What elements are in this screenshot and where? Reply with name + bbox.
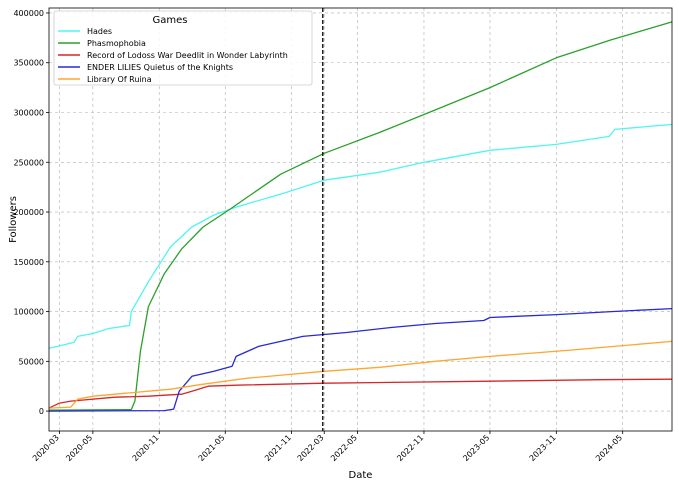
legend-title: Games bbox=[153, 15, 188, 26]
plot-frame bbox=[48, 7, 673, 432]
x-tick-label: 2023-05 bbox=[461, 433, 491, 463]
legend: Games Hades Phasmophobia Record of Lodoss … bbox=[53, 10, 313, 86]
y-tick-label: 300000 bbox=[13, 109, 44, 118]
y-axis-label: Followers bbox=[8, 196, 19, 243]
legend-label: Record of Lodoss War Deedlit in Wonder L… bbox=[87, 51, 288, 60]
y-tick-label: 150000 bbox=[13, 258, 44, 267]
legend-entries: Hades Phasmophobia Record of Lodoss War De… bbox=[58, 27, 288, 84]
legend-label: Library Of Ruina bbox=[87, 75, 152, 84]
y-tick-label: 350000 bbox=[13, 59, 44, 68]
series-line bbox=[48, 378, 673, 409]
y-tick-label: 400000 bbox=[13, 9, 44, 18]
x-tick-label: 2020-03 bbox=[31, 433, 61, 463]
x-tick-label: 2024-05 bbox=[594, 433, 624, 463]
series-layer bbox=[48, 21, 673, 412]
legend-box bbox=[53, 10, 313, 86]
y-tick-label: 100000 bbox=[13, 308, 44, 317]
y-tick-label: 50000 bbox=[19, 357, 44, 366]
y-tick-label: 200000 bbox=[13, 208, 44, 217]
series-line bbox=[48, 307, 673, 412]
y-tick-label: 250000 bbox=[13, 158, 44, 167]
x-tick-label: 2022-03 bbox=[296, 433, 326, 463]
legend-label: ENDER LILIES Quietus of the Knights bbox=[87, 63, 233, 72]
x-tick-label: 2022-11 bbox=[395, 433, 425, 463]
x-tick-label: 2023-11 bbox=[528, 433, 558, 463]
y-tick-label: 0 bbox=[39, 407, 44, 416]
legend-label: Phasmophobia bbox=[87, 39, 146, 48]
x-tick-label: 2022-05 bbox=[329, 433, 359, 463]
x-tick-label: 2020-05 bbox=[64, 433, 94, 463]
x-tick-label: 2021-05 bbox=[197, 433, 227, 463]
series-line bbox=[48, 21, 673, 411]
legend-label: Hades bbox=[87, 27, 112, 36]
x-axis-label: Date bbox=[349, 470, 373, 481]
series-line bbox=[48, 340, 673, 409]
x-tick-label: 2021-11 bbox=[263, 433, 293, 463]
series-line bbox=[48, 123, 673, 350]
x-tick-label: 2020-11 bbox=[131, 433, 161, 463]
